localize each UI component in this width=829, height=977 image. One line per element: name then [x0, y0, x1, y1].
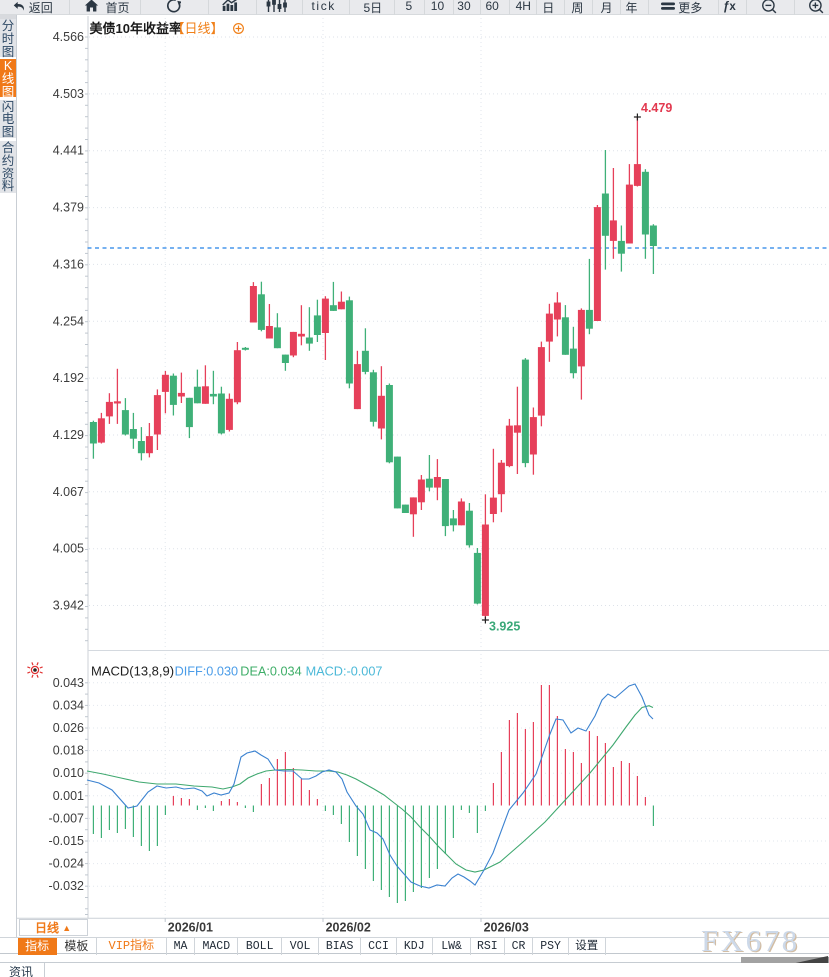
svg-text:4.005: 4.005: [53, 542, 84, 556]
svg-text:-0.024: -0.024: [49, 857, 84, 871]
svg-text:DIFF:0.030: DIFF:0.030: [175, 665, 238, 679]
svg-text:0.001: 0.001: [53, 789, 84, 803]
svg-text:MACD(13,8,9): MACD(13,8,9): [91, 664, 174, 679]
svg-text:4.192: 4.192: [53, 371, 84, 385]
svg-text:3.925: 3.925: [489, 620, 520, 634]
svg-text:2026/01: 2026/01: [168, 921, 213, 935]
svg-text:4.067: 4.067: [53, 485, 84, 499]
svg-text:DEA:0.034: DEA:0.034: [240, 665, 301, 679]
svg-text:0.034: 0.034: [53, 698, 84, 712]
svg-text:0.026: 0.026: [53, 721, 84, 735]
svg-text:4.566: 4.566: [53, 30, 84, 44]
svg-text:3.942: 3.942: [53, 599, 84, 613]
svg-text:4.129: 4.129: [53, 428, 84, 442]
svg-text:2026/02: 2026/02: [326, 921, 371, 935]
svg-text:4.316: 4.316: [53, 257, 84, 271]
svg-text:-0.015: -0.015: [49, 834, 84, 848]
svg-text:-0.032: -0.032: [49, 879, 84, 893]
svg-text:0.010: 0.010: [53, 766, 84, 780]
svg-text:0.043: 0.043: [53, 676, 84, 690]
svg-text:4.254: 4.254: [53, 314, 84, 328]
svg-text:4.479: 4.479: [641, 101, 672, 115]
svg-text:MACD:-0.007: MACD:-0.007: [306, 665, 383, 679]
svg-text:4.441: 4.441: [53, 144, 84, 158]
svg-text:4.503: 4.503: [53, 87, 84, 101]
svg-text:2026/03: 2026/03: [484, 921, 529, 935]
svg-text:4.379: 4.379: [53, 201, 84, 215]
svg-text:-0.007: -0.007: [49, 811, 84, 825]
svg-text:0.018: 0.018: [53, 744, 84, 758]
